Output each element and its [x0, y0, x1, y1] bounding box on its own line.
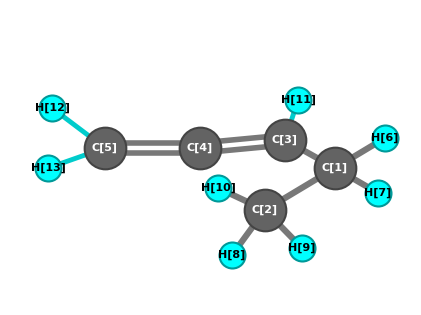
Point: [282, 137, 288, 142]
Text: C[5]: C[5]: [92, 143, 118, 153]
Text: H[13]: H[13]: [31, 163, 65, 173]
Point: [229, 253, 235, 258]
Point: [197, 146, 203, 151]
Point: [298, 245, 305, 250]
Point: [49, 106, 56, 111]
Text: H[9]: H[9]: [288, 243, 316, 253]
Text: H[11]: H[11]: [280, 95, 315, 105]
Text: H[8]: H[8]: [218, 250, 245, 260]
Point: [381, 135, 388, 140]
Text: C[1]: C[1]: [322, 163, 348, 173]
Point: [261, 208, 268, 213]
Point: [295, 97, 301, 102]
Text: C[2]: C[2]: [252, 205, 278, 215]
Text: H[7]: H[7]: [364, 188, 392, 198]
Text: H[10]: H[10]: [200, 183, 235, 193]
Text: C[3]: C[3]: [272, 135, 298, 145]
Point: [101, 146, 108, 151]
Point: [375, 191, 381, 196]
Point: [332, 165, 338, 170]
Point: [215, 186, 221, 191]
Point: [45, 165, 51, 170]
Text: H[6]: H[6]: [371, 133, 399, 143]
Text: H[12]: H[12]: [35, 103, 69, 113]
Text: C[4]: C[4]: [187, 143, 213, 153]
